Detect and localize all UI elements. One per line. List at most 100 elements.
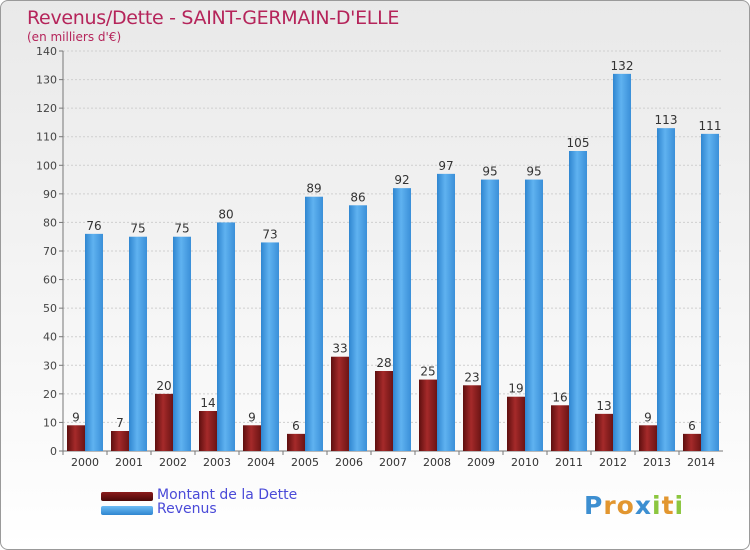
bar-debt xyxy=(463,385,481,451)
x-tick-label: 2014 xyxy=(687,456,715,469)
bar-revenue xyxy=(349,205,367,451)
logo-letter: P xyxy=(584,491,604,520)
data-label-debt: 28 xyxy=(376,356,391,370)
bar-debt xyxy=(287,433,305,451)
x-tick-label: 2002 xyxy=(159,456,187,469)
bar-revenue xyxy=(217,222,235,451)
y-tick-label: 0 xyxy=(50,445,57,458)
bar-debt xyxy=(67,425,85,451)
bar-debt xyxy=(155,393,173,451)
data-label-revenue: 105 xyxy=(567,136,590,150)
axes: 0 10 20 30 40 50 60 70 80 90 100 110 120 130 140 2000 20… xyxy=(36,45,723,469)
data-label-debt: 13 xyxy=(596,399,611,413)
y-tick-label: 110 xyxy=(36,131,57,144)
bar-revenue xyxy=(85,233,103,451)
data-label-revenue: 75 xyxy=(174,222,189,236)
y-tick-label: 50 xyxy=(43,302,57,315)
data-label-debt: 14 xyxy=(200,396,215,410)
bar-debt xyxy=(639,425,657,451)
data-label-revenue: 113 xyxy=(655,113,678,127)
bar-revenue xyxy=(525,179,543,452)
x-tick-label: 2009 xyxy=(467,456,495,469)
logo-letter: x xyxy=(634,491,652,520)
y-tick-label: 140 xyxy=(36,45,57,58)
legend-label-revenue: Revenus xyxy=(157,501,217,517)
y-tick-label: 120 xyxy=(36,102,57,115)
data-label-revenue: 76 xyxy=(86,219,101,233)
data-label-revenue: 97 xyxy=(438,159,453,173)
data-label-debt: 6 xyxy=(292,419,300,433)
x-tick-label: 2012 xyxy=(599,456,627,469)
x-tick-label: 2003 xyxy=(203,456,231,469)
bar-revenue xyxy=(261,242,279,451)
x-tick-label: 2013 xyxy=(643,456,671,469)
x-tick-label: 2000 xyxy=(71,456,99,469)
x-tick-label: 2010 xyxy=(511,456,539,469)
bar-debt xyxy=(507,396,525,451)
bar-revenue xyxy=(657,128,675,451)
data-label-debt: 19 xyxy=(508,382,523,396)
y-tick-label: 80 xyxy=(43,216,57,229)
proxiti-logo: Proxiti xyxy=(584,491,684,520)
bar-revenue xyxy=(393,188,411,451)
bar-revenue xyxy=(305,196,323,451)
bar-debt xyxy=(683,433,701,451)
bar-revenue xyxy=(613,73,631,451)
bar-revenue xyxy=(481,179,499,452)
data-label-revenue: 111 xyxy=(699,119,722,133)
data-label-debt: 20 xyxy=(156,379,171,393)
bar-debt xyxy=(551,405,569,451)
bar-revenue xyxy=(437,173,455,451)
bar-revenue xyxy=(173,236,191,451)
bar-debt xyxy=(199,411,217,451)
data-label-debt: 7 xyxy=(116,416,124,430)
x-tick-label: 2008 xyxy=(423,456,451,469)
data-label-revenue: 80 xyxy=(218,207,233,221)
data-labels: 9 76 7 75 20 75 14 80 9 73 6 89 33 86 28 92 25 97 23 95 19 95… xyxy=(72,59,721,433)
y-tick-label: 40 xyxy=(43,331,57,344)
data-label-revenue: 86 xyxy=(350,190,365,204)
data-label-debt: 6 xyxy=(688,419,696,433)
bar-debt xyxy=(595,413,613,451)
logo-letter: r xyxy=(603,491,617,520)
data-label-revenue: 95 xyxy=(482,165,497,179)
data-label-revenue: 132 xyxy=(611,59,634,73)
data-label-revenue: 89 xyxy=(306,182,321,196)
y-tick-label: 90 xyxy=(43,188,57,201)
x-tick-label: 2004 xyxy=(247,456,275,469)
data-label-revenue: 73 xyxy=(262,227,277,241)
legend-swatch-revenue xyxy=(101,506,153,515)
data-label-debt: 23 xyxy=(464,370,479,384)
bar-debt xyxy=(111,431,129,451)
chart-subtitle: (en milliers d'€) xyxy=(27,30,122,44)
data-label-debt: 9 xyxy=(248,410,256,424)
data-label-debt: 9 xyxy=(72,410,80,424)
legend-label-debt: Montant de la Dette xyxy=(157,487,298,503)
bar-revenue xyxy=(129,236,147,451)
legend-swatch-debt xyxy=(101,492,153,501)
data-label-debt: 9 xyxy=(644,410,652,424)
logo-letter: i xyxy=(652,491,662,520)
y-tick-label: 70 xyxy=(43,245,57,258)
x-tick-label: 2007 xyxy=(379,456,407,469)
logo-letter: i xyxy=(674,491,685,520)
bar-debt xyxy=(419,379,437,451)
data-label-revenue: 95 xyxy=(526,165,541,179)
data-label-debt: 25 xyxy=(420,365,435,379)
data-label-revenue: 92 xyxy=(394,173,409,187)
logo-letter: o xyxy=(616,491,635,520)
data-label-debt: 33 xyxy=(332,342,347,356)
bar-debt xyxy=(375,371,393,451)
x-tick-label: 2011 xyxy=(555,456,583,469)
y-tick-label: 20 xyxy=(43,388,57,401)
data-label-debt: 16 xyxy=(552,390,567,404)
x-tick-label: 2006 xyxy=(335,456,363,469)
chart-title: Revenus/Dette - SAINT-GERMAIN-D'ELLE xyxy=(27,7,400,29)
bars xyxy=(67,73,719,452)
x-tick-label: 2001 xyxy=(115,456,143,469)
y-tick-label: 100 xyxy=(36,159,57,172)
y-tick-label: 30 xyxy=(43,359,57,372)
y-tick-label: 60 xyxy=(43,274,57,287)
